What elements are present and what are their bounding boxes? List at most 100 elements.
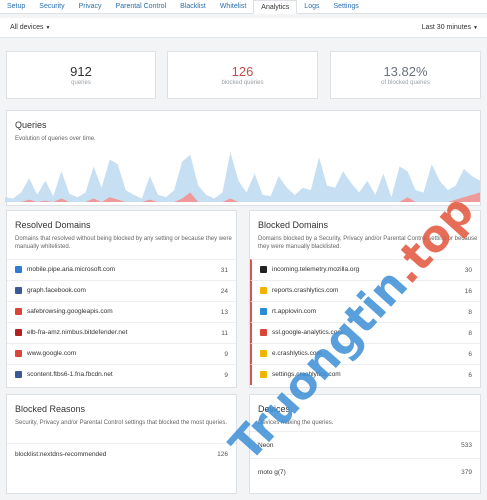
stat-label: of blocked queries (381, 80, 430, 86)
google-icon (260, 329, 267, 337)
list-item[interactable]: www.google.com 9 (7, 343, 236, 364)
devices-list: Neon 533 moto g(7) 379 (250, 431, 480, 485)
devices-title: Devices (258, 404, 291, 414)
query-count: 31 (220, 266, 228, 274)
tab-whitelist[interactable]: Whitelist (219, 3, 247, 10)
domain-name: rt.applovin.com (272, 308, 317, 316)
list-item[interactable]: incoming.telemetry.mozilla.org 30 (250, 259, 480, 280)
domain-name: scontent.ftbs6-1.fna.fbcdn.net (27, 371, 113, 379)
bitdefender-icon (15, 329, 22, 337)
tab-parental-control[interactable]: Parental Control (115, 3, 167, 10)
query-count: 6 (468, 350, 472, 358)
domain-name: Neon (258, 441, 274, 449)
list-item[interactable]: Neon 533 (250, 431, 480, 458)
blocked-domains-card: Blocked Domains Domains blocked by a Sec… (249, 210, 481, 388)
tab-setup[interactable]: Setup (7, 3, 26, 10)
crashlytics-icon (260, 371, 267, 379)
list-item[interactable]: rt.applovin.com 8 (250, 301, 480, 322)
list-item[interactable]: blocklist:nextdns-recommended 126 (7, 443, 236, 464)
list-item[interactable]: settings.crashlytics.com 6 (250, 364, 480, 385)
crashlytics-icon (260, 287, 267, 295)
query-count: 30 (464, 266, 472, 274)
facebook-icon (15, 287, 22, 295)
domain-name: settings.crashlytics.com (272, 371, 341, 379)
resolved-domains-card: Resolved Domains Domains that resolved w… (6, 210, 237, 388)
query-count: 379 (461, 468, 472, 476)
query-count: 16 (464, 287, 472, 295)
stat-label: queries (71, 80, 91, 86)
domain-name: graph.facebook.com (27, 287, 86, 295)
tab-logs[interactable]: Logs (304, 3, 320, 10)
device-filter-label: All devices (10, 24, 44, 31)
tab-security[interactable]: Security (39, 3, 65, 10)
list-item[interactable]: graph.facebook.com 24 (7, 280, 236, 301)
reasons-title: Blocked Reasons (15, 404, 86, 414)
query-count: 8 (468, 329, 472, 337)
list-item[interactable]: scontent.ftbs6-1.fna.fbcdn.net 9 (7, 364, 236, 385)
query-count: 24 (220, 287, 228, 295)
resolved-description: Domains that resolved without being bloc… (15, 236, 232, 250)
stat-value: 912 (70, 64, 92, 79)
domain-name: safebrowsing.googleapis.com (27, 308, 113, 316)
reasons-description: Security, Privacy and/or Parental Contro… (15, 420, 227, 426)
caret-down-icon: ▼ (473, 25, 478, 31)
blocked-list: incoming.telemetry.mozilla.org 30 reports.… (250, 259, 480, 385)
domain-name: e.crashlytics.com (272, 350, 322, 358)
resolved-list: mobile.pipe.aria.microsoft.com 31 graph.fa… (7, 259, 236, 385)
domain-name: blocklist:nextdns-recommended (15, 450, 107, 458)
domain-name: elb-fra-amz.nimbus.bitdefender.net (27, 329, 128, 337)
stat-label: blocked queries (221, 80, 264, 86)
blocked-title: Blocked Domains (258, 220, 329, 230)
microsoft-icon (15, 266, 22, 274)
nav-tabs: Setup Security Privacy Parental Control Blac… (0, 0, 487, 14)
list-item[interactable]: reports.crashlytics.com 16 (250, 280, 480, 301)
device-filter-dropdown[interactable]: All devices ▼ (10, 24, 50, 31)
blocked-reasons-card: Blocked Reasons Security, Privacy and/or… (6, 394, 237, 494)
blocked-description: Domains blocked by a Security, Privacy a… (258, 236, 478, 250)
stat-value: 13.82% (383, 64, 428, 79)
resolved-title: Resolved Domains (15, 220, 91, 230)
mozilla-icon (260, 266, 267, 274)
query-count: 13 (220, 308, 228, 316)
list-item[interactable]: safebrowsing.googleapis.com 13 (7, 301, 236, 322)
reasons-list: blocklist:nextdns-recommended 126 (7, 443, 236, 464)
query-count: 6 (468, 371, 472, 379)
list-item[interactable]: ssl.google-analytics.com 8 (250, 322, 480, 343)
list-item[interactable]: moto g(7) 379 (250, 458, 480, 485)
query-count: 11 (221, 329, 228, 337)
tab-settings[interactable]: Settings (333, 3, 359, 10)
queries-chart (5, 152, 480, 202)
crashlytics-icon (260, 350, 267, 358)
stat-value: 126 (231, 64, 254, 79)
total-queries-area (5, 152, 480, 202)
list-item[interactable]: e.crashlytics.com 6 (250, 343, 480, 364)
query-count: 126 (217, 450, 228, 458)
query-count: 9 (224, 371, 228, 379)
tab-privacy[interactable]: Privacy (78, 3, 102, 10)
stat-blocked-percent: 13.82% of blocked queries (330, 51, 481, 99)
list-item[interactable]: mobile.pipe.aria.microsoft.com 31 (7, 259, 236, 280)
devices-description: Devices making the queries. (258, 420, 334, 426)
domain-name: incoming.telemetry.mozilla.org (272, 266, 360, 274)
caret-down-icon: ▼ (45, 25, 51, 31)
google-icon (15, 308, 22, 316)
google-icon (15, 350, 22, 358)
facebook-icon (15, 371, 22, 379)
list-item[interactable]: elb-fra-amz.nimbus.bitdefender.net 11 (7, 322, 236, 343)
tab-blacklist[interactable]: Blacklist (180, 3, 206, 10)
queries-description: Evolution of queries over time. (15, 136, 96, 142)
query-count: 533 (461, 441, 472, 449)
domain-name: ssl.google-analytics.com (272, 329, 343, 337)
domain-name: reports.crashlytics.com (272, 287, 339, 295)
domain-name: www.google.com (27, 350, 77, 358)
domain-name: moto g(7) (258, 468, 286, 476)
time-range-dropdown[interactable]: Last 30 minutes ▼ (422, 24, 478, 31)
stat-blocked-queries: 126 blocked queries (167, 51, 318, 99)
query-count: 8 (468, 308, 472, 316)
devices-card: Devices Devices making the queries. Neon… (249, 394, 481, 494)
tab-analytics[interactable]: Analytics (253, 0, 298, 14)
applovin-icon (260, 308, 267, 316)
query-count: 9 (224, 350, 228, 358)
toolbar: All devices ▼ Last 30 minutes ▼ (0, 18, 487, 38)
stat-queries: 912 queries (6, 51, 156, 99)
